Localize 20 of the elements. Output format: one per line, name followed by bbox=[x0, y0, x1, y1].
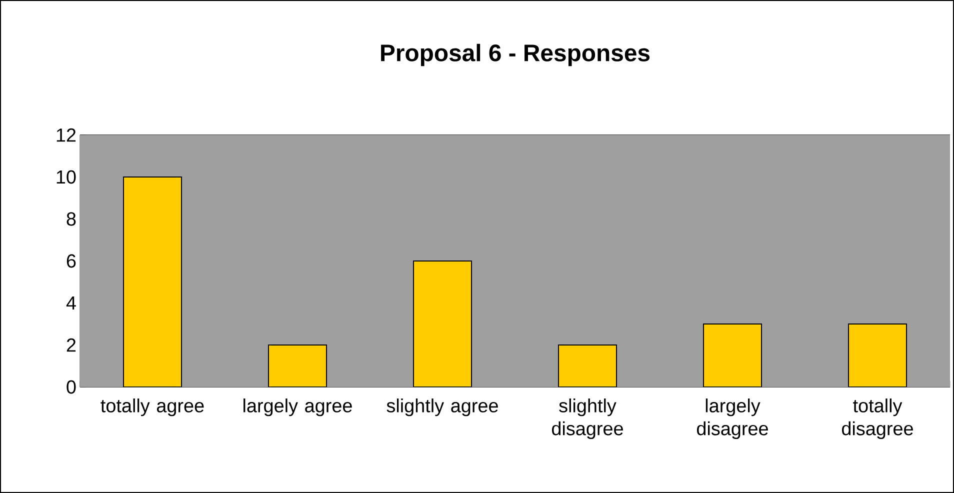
bar bbox=[268, 344, 328, 387]
x-tick-label: slightly agree bbox=[386, 398, 498, 416]
chart-title: Proposal 6 - Responses bbox=[381, 44, 650, 66]
bar bbox=[848, 323, 908, 387]
x-tick-label: slightly disagree bbox=[552, 398, 623, 440]
bar bbox=[703, 323, 762, 387]
x-tick-label: totally agree bbox=[100, 398, 204, 416]
y-tick-label: 12 bbox=[56, 128, 76, 142]
y-tick-label: 6 bbox=[66, 254, 76, 268]
y-tick-label: 8 bbox=[66, 212, 76, 226]
bar bbox=[123, 176, 182, 387]
x-tick-label: largely disagree bbox=[697, 398, 768, 440]
y-tick-label: 0 bbox=[66, 380, 76, 394]
bar bbox=[558, 344, 618, 387]
y-tick-label: 4 bbox=[66, 296, 76, 310]
y-tick-label: 2 bbox=[66, 338, 76, 352]
bar bbox=[413, 260, 472, 387]
y-tick-label: 10 bbox=[56, 170, 76, 184]
x-tick-label: largely agree bbox=[244, 398, 352, 416]
x-tick-label: totally disagree bbox=[842, 398, 913, 440]
